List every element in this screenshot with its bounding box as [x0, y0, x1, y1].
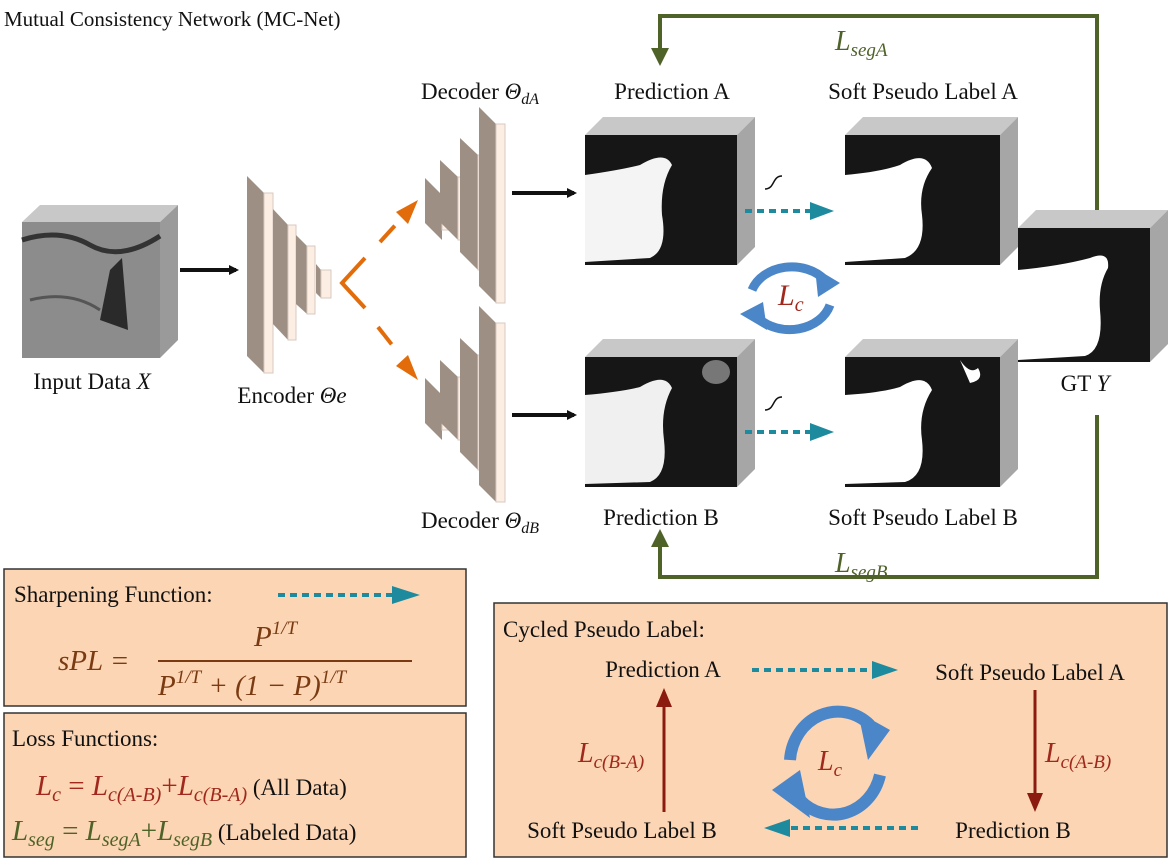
soft-pseudo-label-b-label: Soft Pseudo Label B: [828, 505, 1018, 530]
decoder-b-label: Decoder ΘdB: [421, 508, 539, 537]
cycled-heading: Cycled Pseudo Label:: [503, 617, 705, 642]
loss-c-label: Lc: [777, 279, 804, 316]
loss-seg-a-label: LsegA: [834, 26, 888, 61]
loss-seg-equation: Lseg = LsegA+LsegB (Labeled Data): [11, 815, 356, 851]
diagram-title: Mutual Consistency Network (MC-Net): [4, 7, 341, 31]
sharpening-lhs: sPL =: [58, 645, 129, 677]
loss-functions-box: Loss Functions: Lc = Lc(A-B)+Lc(B-A) (Al…: [3, 712, 467, 858]
sigmoid-icon: [764, 175, 783, 190]
cycled-prediction-b: Prediction B: [955, 818, 1071, 843]
prediction-b-cube: [585, 339, 755, 487]
cycled-l-ba: Lc(B-A): [577, 738, 644, 773]
seg-loss-loop-a: [651, 14, 1099, 210]
soft-pseudo-label-a-cube: [845, 117, 1018, 265]
cycled-cycle-arrows-icon: [772, 705, 890, 821]
sharpening-function-box: Sharpening Function: sPL = P1/T P1/T + (…: [3, 568, 467, 707]
cycled-l-ab: Lc(A-B): [1044, 738, 1111, 773]
decoder-a-label: Decoder ΘdA: [421, 79, 539, 108]
loss-functions-heading: Loss Functions:: [12, 726, 158, 751]
soft-pseudo-label-b-cube: [845, 339, 1018, 487]
cycled-soft-a: Soft Pseudo Label A: [935, 660, 1125, 685]
sharpening-arrow-a: [745, 175, 834, 220]
soft-pseudo-label-a-label: Soft Pseudo Label A: [828, 79, 1018, 104]
sharpening-denominator: P1/T + (1 − P)1/T: [157, 667, 348, 702]
cycled-l-c: Lc: [817, 746, 843, 781]
input-label: Input Data X: [33, 369, 151, 394]
decoder-b-block: [425, 306, 506, 503]
cycled-prediction-a: Prediction A: [605, 657, 721, 682]
orange-split-arrows: [339, 200, 418, 380]
gt-cube: [1018, 210, 1168, 362]
input-data-cube: [21, 205, 178, 358]
cycle-arrows-icon: [740, 262, 840, 335]
loss-c-equation: Lc = Lc(A-B)+Lc(B-A) (All Data): [35, 770, 347, 806]
dashed-arrow-icon: [392, 586, 420, 604]
gt-label: GT Y: [1061, 371, 1112, 396]
sharpening-arrow-b: [745, 396, 834, 441]
cycled-pseudo-label-box: Cycled Pseudo Label: Prediction A Soft P…: [493, 602, 1168, 858]
sharpening-numerator: P1/T: [253, 618, 298, 653]
sharpening-heading: Sharpening Function:: [14, 582, 213, 607]
seg-loss-loop-b: [651, 415, 1099, 579]
prediction-a-label: Prediction A: [614, 79, 730, 104]
encoder-label: Encoder Θe: [237, 383, 346, 408]
cycled-soft-b: Soft Pseudo Label B: [527, 818, 717, 843]
prediction-b-label: Prediction B: [603, 505, 719, 530]
loss-seg-b-label: LsegB: [834, 548, 888, 583]
encoder-block: [247, 176, 332, 374]
prediction-a-cube: [585, 117, 755, 265]
decoder-a-block: [425, 107, 506, 304]
sigmoid-icon: [764, 396, 783, 411]
